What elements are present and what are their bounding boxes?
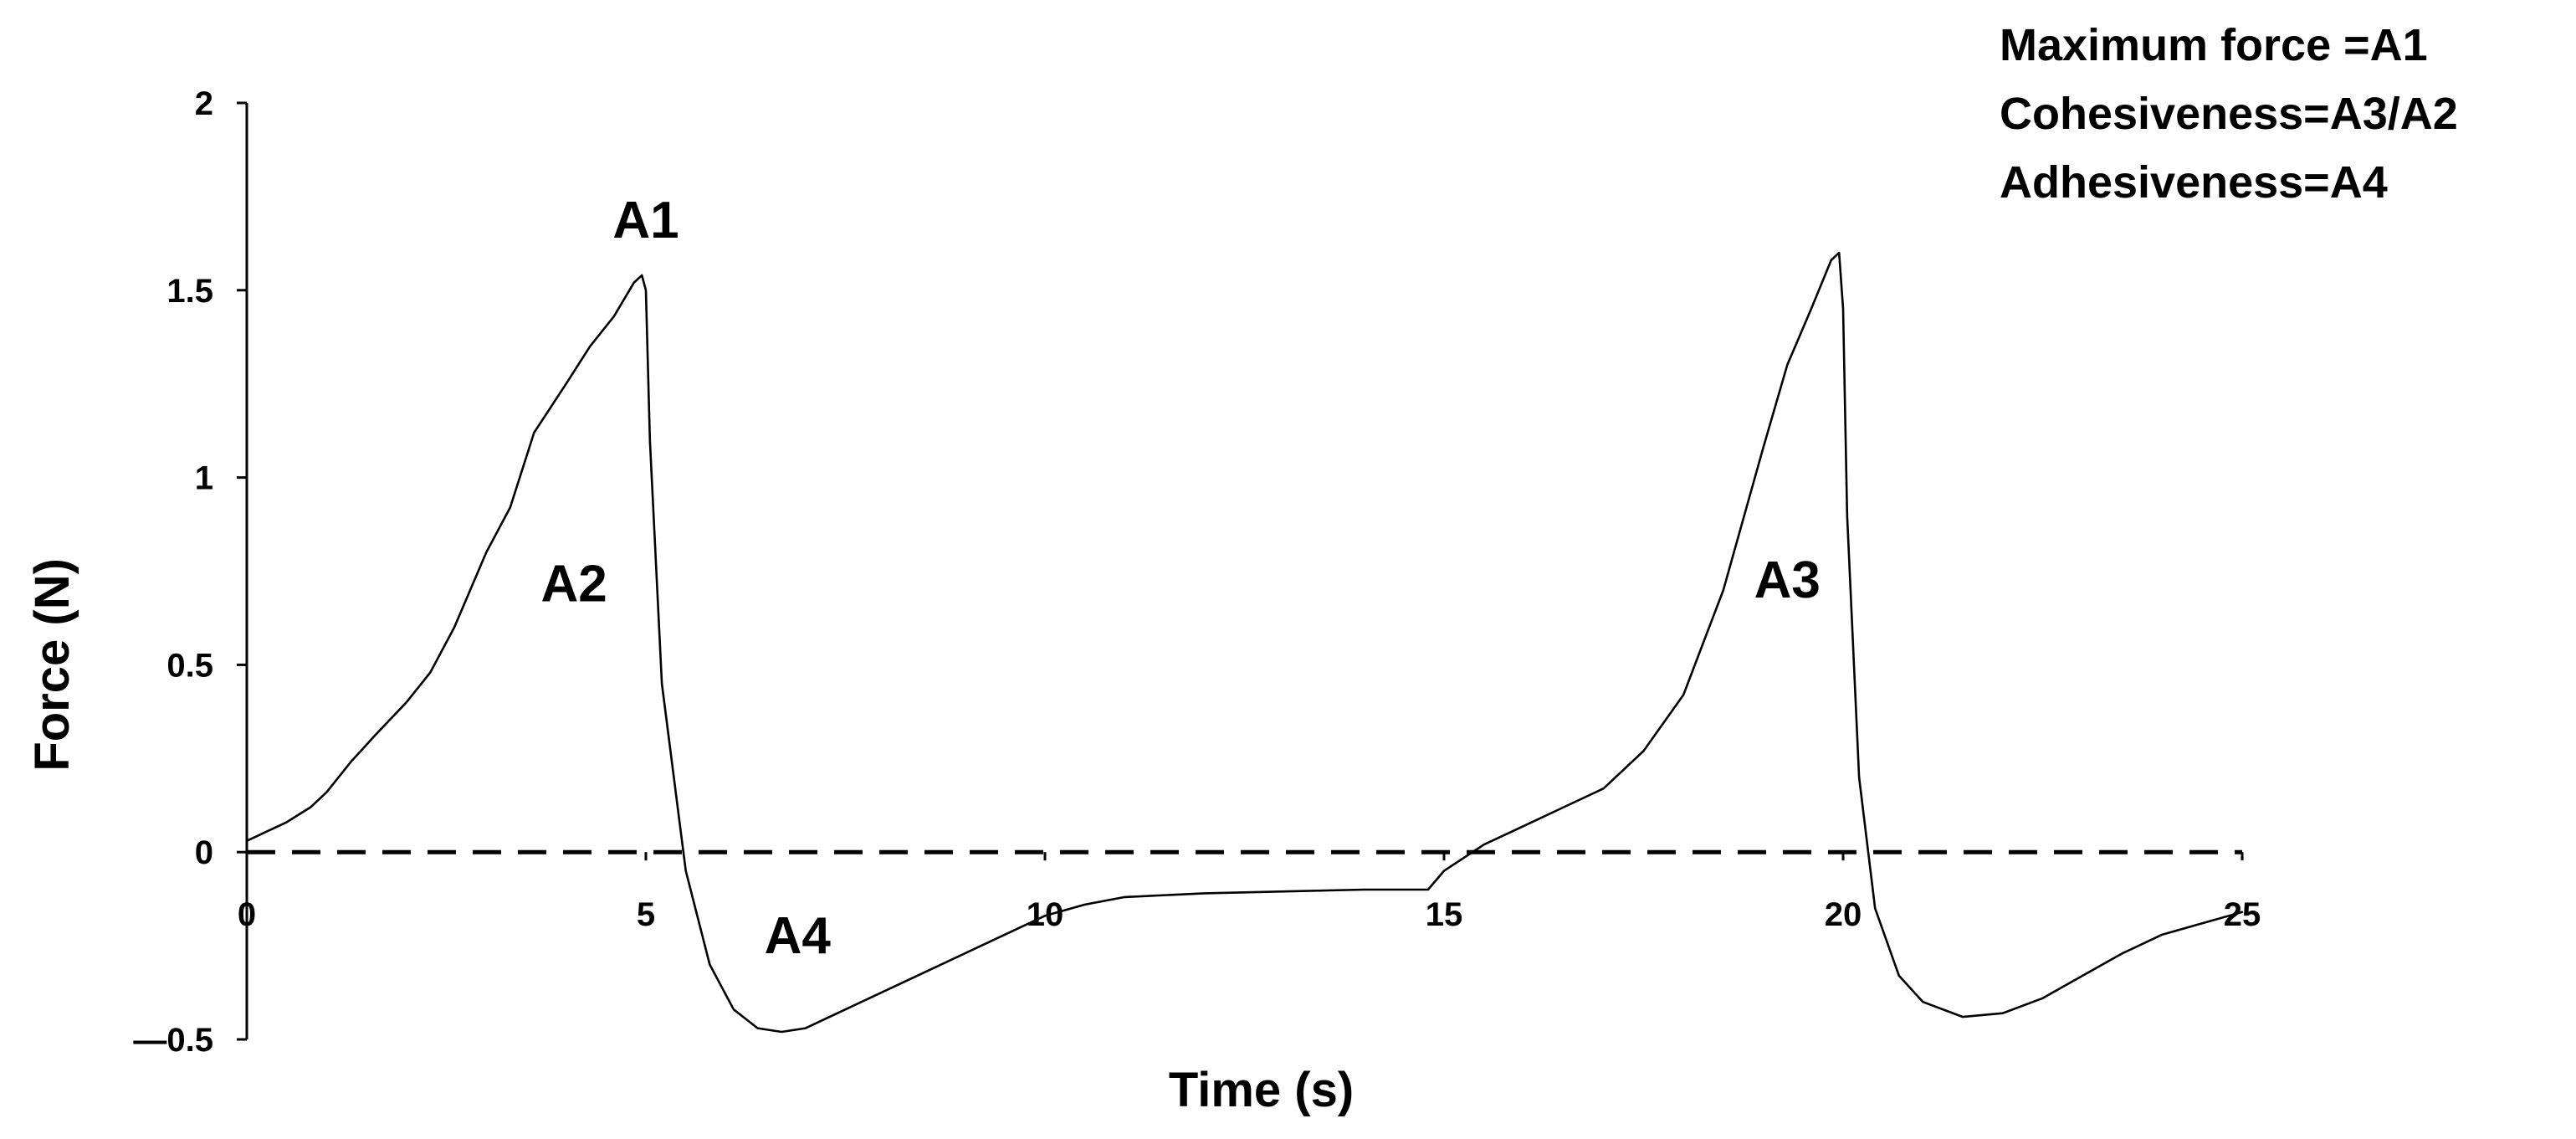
x-tick-label: 0: [238, 896, 256, 933]
legend: Maximum force =A1 Cohesiveness=A3/A2 Adh…: [2000, 20, 2458, 208]
y-tick-label: 0: [195, 834, 213, 871]
x-tick-label: 5: [637, 896, 655, 933]
y-ticks: —0.5 0 0.5 1 1.5 2: [133, 85, 247, 1059]
annotation-a1: A1: [612, 192, 679, 249]
y-tick-label: 1.5: [166, 273, 213, 310]
x-tick-label: 15: [1426, 896, 1463, 933]
annotation-a4: A4: [765, 907, 832, 965]
force-curve: [245, 251, 2244, 1034]
axes: [245, 103, 2242, 1039]
legend-line-cohesiveness: Cohesiveness=A3/A2: [2000, 89, 2458, 139]
y-axis-title: Force (N): [25, 558, 79, 772]
annotations: A1 A2 A3 A4: [541, 192, 1821, 965]
legend-line-max-force: Maximum force =A1: [2000, 20, 2428, 70]
annotation-a2: A2: [541, 555, 607, 613]
y-tick-label: 1: [195, 460, 213, 497]
y-tick-label: —0.5: [133, 1022, 213, 1059]
legend-line-adhesiveness: Adhesiveness=A4: [2000, 157, 2388, 208]
annotation-a3: A3: [1754, 552, 1821, 609]
x-tick-label: 20: [1825, 896, 1862, 933]
x-axis-title: Time (s): [1169, 1063, 1354, 1117]
y-tick-label: 2: [195, 85, 213, 122]
y-tick-label: 0.5: [166, 647, 213, 684]
x-ticks: 0 5 10 15 20 25: [238, 852, 2261, 933]
